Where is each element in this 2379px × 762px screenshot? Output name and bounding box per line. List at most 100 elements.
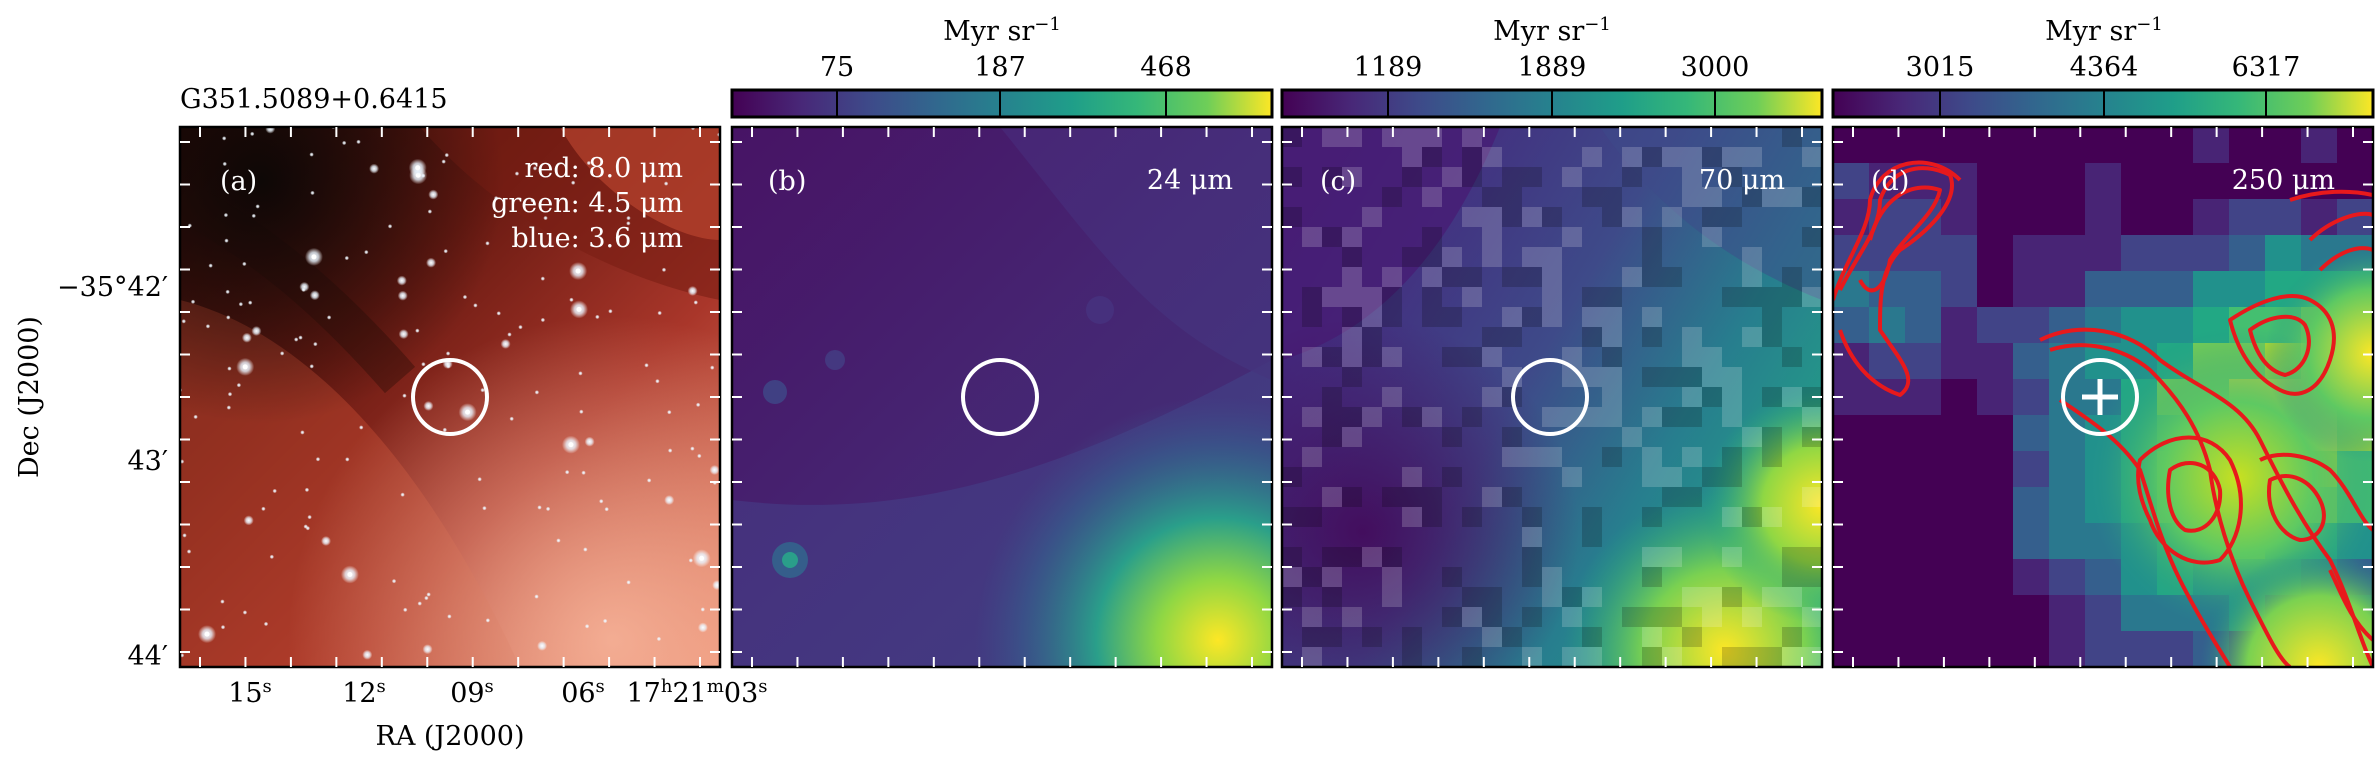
star (428, 189, 439, 200)
star (236, 382, 242, 388)
star (442, 427, 448, 433)
star (272, 488, 277, 494)
star (415, 328, 420, 333)
star (359, 425, 364, 430)
colorbar-b-tick-2: 187 (974, 52, 1026, 83)
star (223, 212, 229, 218)
panel-c (1282, 127, 1822, 667)
panel-d-contours (1833, 160, 2373, 667)
colorbar-b-unit: Myr sr−1 (943, 14, 1061, 47)
colorbar-c-tick-1: 1189 (1354, 52, 1423, 83)
star (300, 430, 305, 435)
star (599, 499, 604, 504)
star (269, 554, 275, 560)
star (534, 390, 540, 395)
star (462, 294, 468, 300)
ra-tick-09s: 09s (450, 676, 494, 709)
ra-tick-labels: 15s 12s 09s 06s 17h21m03s (228, 676, 767, 709)
star (570, 180, 576, 185)
y-axis-label: Dec (J2000) (14, 316, 45, 478)
colorbar-c-unit: Myr sr−1 (1493, 14, 1611, 47)
panel-b-ticks (732, 127, 1272, 667)
star (507, 332, 512, 337)
star (545, 506, 551, 512)
star (697, 622, 708, 633)
star (595, 314, 600, 320)
star (579, 409, 584, 414)
panel-a-letter: (a) (220, 166, 257, 197)
star (693, 300, 698, 305)
colorbar-d-unit: Myr sr−1 (2045, 14, 2163, 47)
colorbar-d-tick-1: 3015 (1906, 52, 1975, 83)
star (564, 469, 570, 475)
star (263, 621, 269, 627)
star (688, 558, 694, 563)
star (222, 161, 227, 167)
panel-a-legend-red: red: 8.0 μm (524, 153, 683, 184)
star (663, 181, 669, 186)
star (238, 301, 244, 307)
panel-c-letter: (c) (1320, 166, 1356, 197)
star (241, 332, 252, 343)
star (182, 533, 187, 538)
star (224, 238, 229, 243)
star (687, 285, 698, 296)
star (664, 495, 675, 506)
star (500, 338, 511, 349)
star (242, 610, 248, 615)
star (205, 324, 211, 329)
panel-d-circle-marker (2061, 358, 2139, 436)
star (400, 492, 405, 497)
colorbar-b: Myr sr−1 75 187 468 (730, 14, 1274, 119)
star (186, 549, 192, 554)
star (193, 414, 198, 420)
star (387, 224, 393, 229)
star (313, 341, 318, 347)
dec-tick-43: 43′ (128, 446, 169, 477)
ra-tick-17h21m03s: 17h21m03s (627, 676, 768, 709)
star (344, 255, 350, 261)
star (626, 221, 631, 226)
star (423, 400, 434, 411)
star (644, 363, 649, 368)
colorbar-c-tick-2: 1889 (1518, 52, 1587, 83)
star (424, 595, 429, 601)
star (426, 257, 437, 268)
star (656, 636, 662, 642)
star (227, 391, 233, 397)
star (477, 477, 482, 482)
star (208, 263, 213, 268)
star (569, 297, 574, 302)
panel-c-band: 70 μm (1699, 165, 1785, 196)
star (690, 446, 695, 451)
star (657, 310, 662, 316)
star (417, 601, 422, 606)
star (220, 599, 225, 604)
panel-c-circle-marker (1511, 358, 1589, 436)
star (584, 436, 595, 447)
star (608, 309, 613, 314)
star (309, 290, 320, 301)
star (243, 515, 254, 526)
star (242, 261, 247, 267)
star (181, 319, 186, 324)
star (485, 241, 490, 246)
star (444, 152, 449, 158)
star (261, 506, 266, 512)
dec-tick-labels: −35°42′ 43′ 44′ (57, 272, 168, 672)
star (667, 448, 673, 453)
panel-b-circle-marker (961, 358, 1039, 436)
star (493, 196, 499, 201)
panel-d (1833, 127, 2373, 667)
star (426, 592, 431, 597)
panel-a (180, 127, 720, 667)
star (446, 364, 451, 369)
star (543, 215, 548, 221)
star (265, 127, 276, 134)
colorbar-d-tick-2: 4364 (2070, 52, 2139, 83)
star (518, 324, 523, 330)
star (581, 470, 586, 475)
star (485, 618, 491, 623)
panel-b-band: 24 μm (1147, 165, 1233, 196)
star (480, 387, 485, 393)
